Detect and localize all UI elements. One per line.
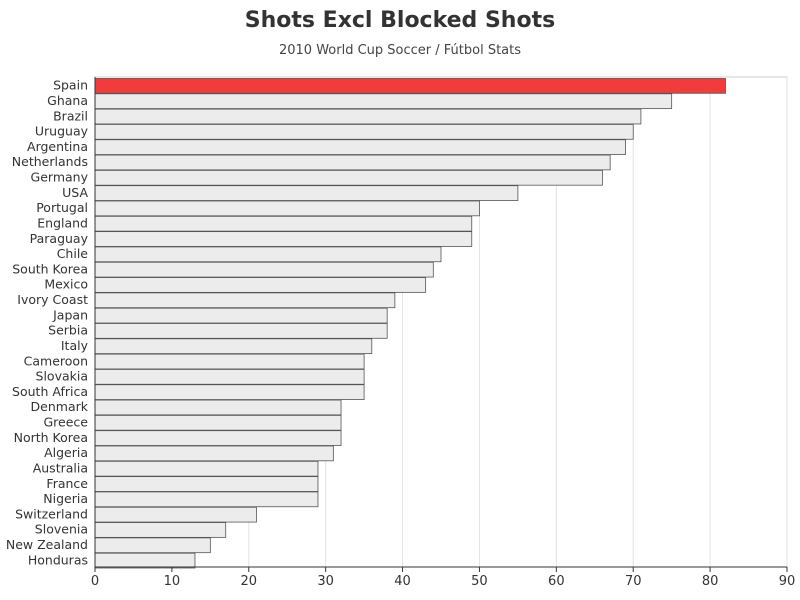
category-label: Ghana bbox=[47, 93, 88, 108]
category-label: Switzerland bbox=[15, 506, 88, 521]
x-tick-label: 0 bbox=[91, 574, 99, 589]
x-tick-label: 90 bbox=[779, 574, 796, 589]
x-tick-label: 30 bbox=[317, 574, 334, 589]
category-label: Ivory Coast bbox=[17, 292, 88, 307]
category-label: Mexico bbox=[44, 277, 88, 292]
bar-england bbox=[94, 215, 473, 232]
bar-south-africa bbox=[94, 384, 365, 400]
category-label: Germany bbox=[31, 170, 89, 185]
bar-france bbox=[94, 476, 319, 492]
category-label: Greece bbox=[44, 415, 89, 430]
x-tick-label: 50 bbox=[471, 574, 488, 589]
bar-portugal bbox=[94, 200, 480, 217]
category-label: South Korea bbox=[12, 261, 88, 276]
bar-brazil bbox=[94, 108, 642, 125]
bar-greece bbox=[94, 414, 342, 431]
category-label: Chile bbox=[57, 246, 89, 261]
category-label: Netherlands bbox=[12, 154, 88, 169]
bar-argentina bbox=[94, 139, 626, 155]
bar-chile bbox=[94, 246, 442, 263]
x-tick-label: 10 bbox=[164, 574, 181, 589]
category-label: Japan bbox=[52, 307, 88, 322]
category-label: Brazil bbox=[53, 108, 88, 123]
bar-paraguay bbox=[94, 231, 473, 247]
bar-ivory-coast bbox=[94, 292, 396, 309]
bar-australia bbox=[94, 460, 319, 477]
category-label: Australia bbox=[33, 460, 88, 475]
chart-title: Shots Excl Blocked Shots bbox=[244, 8, 556, 33]
bar-north-korea bbox=[94, 430, 342, 446]
category-label: Italy bbox=[61, 338, 89, 353]
category-label: Honduras bbox=[28, 552, 88, 567]
bar-slovakia bbox=[94, 369, 365, 385]
category-label: Slovenia bbox=[35, 522, 88, 537]
category-label: France bbox=[46, 476, 88, 491]
category-label: England bbox=[37, 215, 88, 230]
bar-nigeria bbox=[94, 491, 319, 508]
category-label: North Korea bbox=[14, 430, 88, 445]
x-tick-label: 20 bbox=[241, 574, 258, 589]
bar-mexico bbox=[94, 277, 427, 293]
bar-uruguay bbox=[94, 124, 634, 140]
bar-germany bbox=[94, 169, 603, 186]
category-label: South Africa bbox=[12, 384, 88, 399]
category-label: Uruguay bbox=[35, 124, 89, 139]
x-tick-label: 80 bbox=[702, 574, 719, 589]
bar-algeria bbox=[94, 445, 334, 462]
bar-ghana bbox=[94, 93, 673, 110]
bar-switzerland bbox=[94, 506, 257, 523]
category-label: Portugal bbox=[36, 200, 88, 215]
category-label: Cameroon bbox=[24, 353, 88, 368]
category-label: Spain bbox=[53, 78, 88, 93]
bar-netherlands bbox=[94, 154, 611, 171]
category-label: Denmark bbox=[31, 399, 89, 414]
bar-italy bbox=[94, 338, 373, 355]
bar-south-korea bbox=[94, 261, 434, 278]
category-label: Argentina bbox=[27, 139, 88, 154]
bar-japan bbox=[94, 307, 388, 324]
bar-denmark bbox=[94, 399, 342, 416]
bar-new-zealand bbox=[94, 537, 211, 554]
bar-usa bbox=[94, 185, 519, 201]
bar-spain bbox=[94, 78, 726, 94]
x-tick-label: 40 bbox=[394, 574, 411, 589]
bar-slovenia bbox=[94, 522, 227, 538]
x-tick-label: 60 bbox=[548, 574, 565, 589]
x-tick-label: 70 bbox=[625, 574, 642, 589]
chart-subtitle: 2010 World Cup Soccer / Fútbol Stats bbox=[278, 43, 522, 58]
bar-serbia bbox=[94, 323, 388, 339]
category-label: Nigeria bbox=[43, 491, 88, 506]
category-label: Algeria bbox=[44, 445, 88, 460]
category-label: USA bbox=[62, 185, 88, 200]
bar-cameroon bbox=[94, 353, 365, 370]
category-label: Paraguay bbox=[30, 231, 89, 246]
bar-honduras bbox=[94, 552, 196, 569]
category-label: Slovakia bbox=[36, 369, 88, 384]
category-label: Serbia bbox=[48, 323, 88, 338]
category-label: New Zealand bbox=[6, 537, 88, 552]
